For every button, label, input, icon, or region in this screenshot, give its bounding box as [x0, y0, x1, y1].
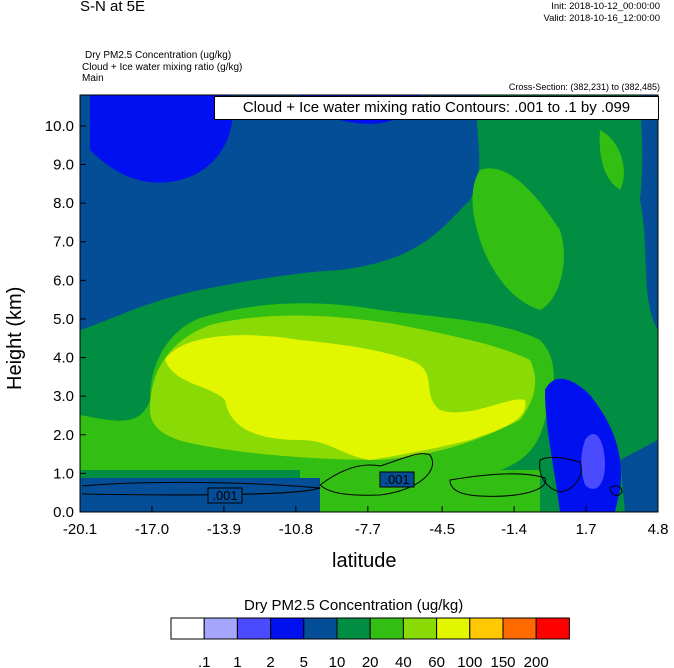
colorbar-swatch — [502, 617, 537, 640]
colorbar-title: Dry PM2.5 Concentration (ug/kg) — [244, 597, 464, 614]
colorbar-swatch — [270, 617, 305, 640]
x-tick-label: -20.1 — [63, 521, 97, 538]
plot-frame — [79, 94, 659, 513]
valid-time: Valid: 2018-10-16_12:00:00 — [543, 13, 660, 24]
y-tick-label: 6.0 — [53, 272, 74, 289]
fill-1-2 — [581, 434, 605, 489]
y-tick-label: 1.0 — [53, 465, 74, 482]
colorbar-level-label: 40 — [395, 654, 412, 668]
contour-line — [539, 456, 582, 493]
fill-5-10-right — [620, 440, 658, 512]
contour-line — [81, 481, 321, 496]
plot-title: S-N at 5E — [80, 0, 146, 15]
x-tick-label: 1.7 — [576, 521, 597, 538]
y-tick-label: 7.0 — [53, 234, 74, 251]
fill-5-10 — [80, 95, 658, 330]
contour-label-box — [379, 471, 415, 488]
x-tick-label: -7.7 — [355, 521, 381, 538]
contour-label: .001 — [212, 488, 237, 503]
y-axis-label: Height (km) — [4, 286, 26, 390]
colorbar-level-label: 60 — [428, 654, 445, 668]
y-tick-label: 3.0 — [53, 388, 74, 405]
colorbar-level-label: 10 — [329, 654, 346, 668]
x-tick-label: -4.5 — [429, 521, 455, 538]
colorbar-swatch — [336, 617, 371, 640]
init-time: Init: 2018-10-12_00:00:00 — [551, 1, 660, 12]
fill-20-40-lower — [300, 470, 540, 512]
contour-label: .001 — [384, 472, 409, 487]
x-tick-label: -17.0 — [135, 521, 169, 538]
colorbar-swatch — [535, 617, 570, 640]
colorbar-swatch — [236, 617, 272, 640]
y-tick-label: 2.0 — [53, 427, 74, 444]
field-label-pm25: Dry PM2.5 Concentration (ug/kg) — [85, 50, 232, 61]
x-tick-label: -1.4 — [501, 521, 527, 538]
field-label-cloud: Cloud + Ice water mixing ratio (g/kg) — [82, 62, 243, 73]
x-axis-label: latitude — [332, 550, 397, 572]
filled-contours — [80, 95, 658, 512]
fill-60-100 — [165, 335, 526, 460]
colorbar-level-label: 150 — [490, 654, 515, 668]
colorbar-swatch — [203, 617, 238, 640]
y-tick-label: 10.0 — [45, 118, 74, 135]
colorbar-level-label: 20 — [362, 654, 379, 668]
contour-label-box — [207, 487, 243, 504]
contour-line — [449, 473, 546, 497]
colorbar-swatch — [170, 617, 205, 640]
contour-line — [609, 485, 623, 496]
colorbar-level-label: 5 — [300, 654, 308, 668]
x-tick-label: -10.8 — [279, 521, 313, 538]
line-contours — [81, 453, 623, 497]
y-tick-label: 4.0 — [53, 350, 74, 367]
colorbar-level-label: 100 — [457, 654, 482, 668]
colorbar-swatch — [402, 617, 438, 640]
cross-section-label: Cross-Section: (382,231) to (382,485) — [508, 82, 660, 92]
colorbar-swatch — [303, 617, 338, 640]
colorbar-swatch — [369, 617, 404, 640]
y-tick-label: 9.0 — [53, 157, 74, 174]
contour-line — [319, 453, 433, 496]
x-tick-label: -13.9 — [207, 521, 241, 538]
domain-label: Main — [82, 73, 104, 84]
y-tick-label: 8.0 — [53, 195, 74, 212]
x-tick-label: 4.8 — [648, 521, 669, 538]
colorbar-level-label: 1 — [233, 654, 241, 668]
colorbar-level-label: 2 — [266, 654, 274, 668]
colorbar-swatch — [469, 617, 504, 640]
y-tick-label: 5.0 — [53, 311, 74, 328]
colorbar-swatch — [436, 617, 471, 640]
y-tick-label: 0.0 — [53, 504, 74, 521]
colorbar-level-label: .1 — [198, 654, 211, 668]
colorbar-level-label: 200 — [524, 654, 549, 668]
contour-info-box: Cloud + Ice water mixing ratio Contours:… — [214, 96, 659, 120]
fill-20-40-upper — [472, 130, 624, 310]
